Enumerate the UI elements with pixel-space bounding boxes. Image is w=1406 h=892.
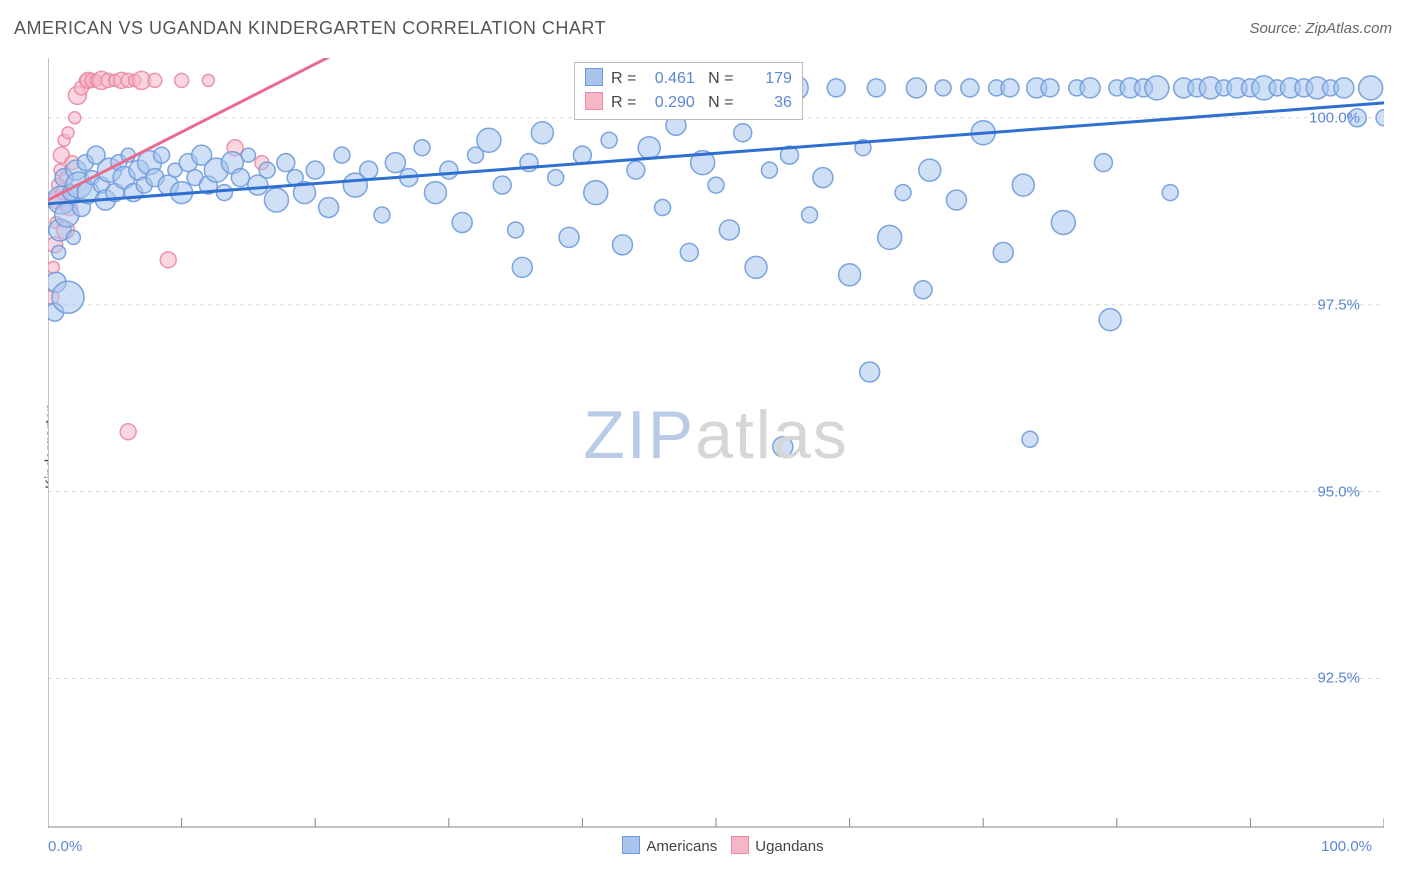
stat-n-value: 179 (738, 67, 792, 91)
stat-n-label: N = (695, 94, 738, 111)
stat-n-label: N = (695, 70, 738, 87)
chart-source: Source: ZipAtlas.com (1249, 20, 1392, 37)
stat-legend-row: R = 0.461 N = 179 (585, 67, 792, 91)
legend-swatch (622, 836, 640, 854)
chart-svg (48, 58, 1384, 828)
y-tick-label: 100.0% (1309, 109, 1360, 126)
y-tick-label: 95.0% (1317, 483, 1360, 500)
chart-title: AMERICAN VS UGANDAN KINDERGARTEN CORRELA… (14, 18, 606, 39)
plot-area: ZIPatlas R = 0.461 N = 179R = 0.290 N = … (48, 58, 1384, 828)
legend-swatch (585, 68, 603, 86)
stat-r-value: 0.290 (641, 91, 695, 115)
y-tick-label: 92.5% (1317, 670, 1360, 687)
stat-legend-row: R = 0.290 N = 36 (585, 91, 792, 115)
legend-label: Americans (646, 838, 717, 855)
legend-swatch (731, 836, 749, 854)
legend-swatch (585, 92, 603, 110)
stat-r-label: R = (611, 70, 641, 87)
y-tick-label: 97.5% (1317, 296, 1360, 313)
stat-r-value: 0.461 (641, 67, 695, 91)
stat-r-label: R = (611, 94, 641, 111)
legend-label: Ugandans (755, 838, 823, 855)
stat-legend: R = 0.461 N = 179R = 0.290 N = 36 (574, 62, 803, 120)
bottom-legend: Americans Ugandans (48, 836, 1384, 855)
stat-n-value: 36 (738, 91, 792, 115)
